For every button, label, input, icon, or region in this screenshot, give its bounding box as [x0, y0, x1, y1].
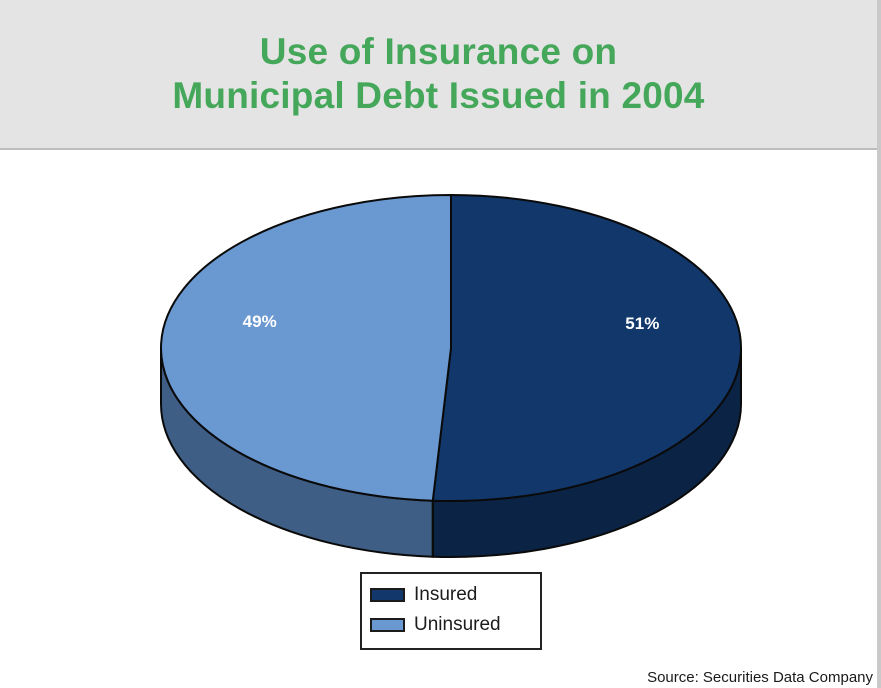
legend-label-uninsured: Uninsured	[414, 614, 501, 635]
source-note: Source: Securities Data Company	[647, 669, 873, 686]
pie-chart: 51% 49%	[160, 194, 742, 558]
chart-title-line-2: Municipal Debt Issued in 2004	[172, 75, 705, 116]
title-band: Use of Insurance on Municipal Debt Issue…	[0, 0, 877, 150]
legend: Insured Uninsured	[360, 572, 542, 650]
legend-item-insured: Insured	[370, 580, 532, 610]
data-label-insured: 51%	[625, 314, 659, 333]
data-label-uninsured: 49%	[243, 312, 277, 331]
pie-slice-uninsured	[160, 194, 452, 502]
legend-swatch-uninsured	[370, 618, 405, 632]
legend-swatch-insured	[370, 588, 405, 602]
legend-item-uninsured: Uninsured	[370, 610, 532, 640]
chart-title-line-1: Use of Insurance on	[259, 31, 618, 72]
legend-label-insured: Insured	[414, 584, 478, 605]
pie-slice-insured	[431, 194, 742, 502]
